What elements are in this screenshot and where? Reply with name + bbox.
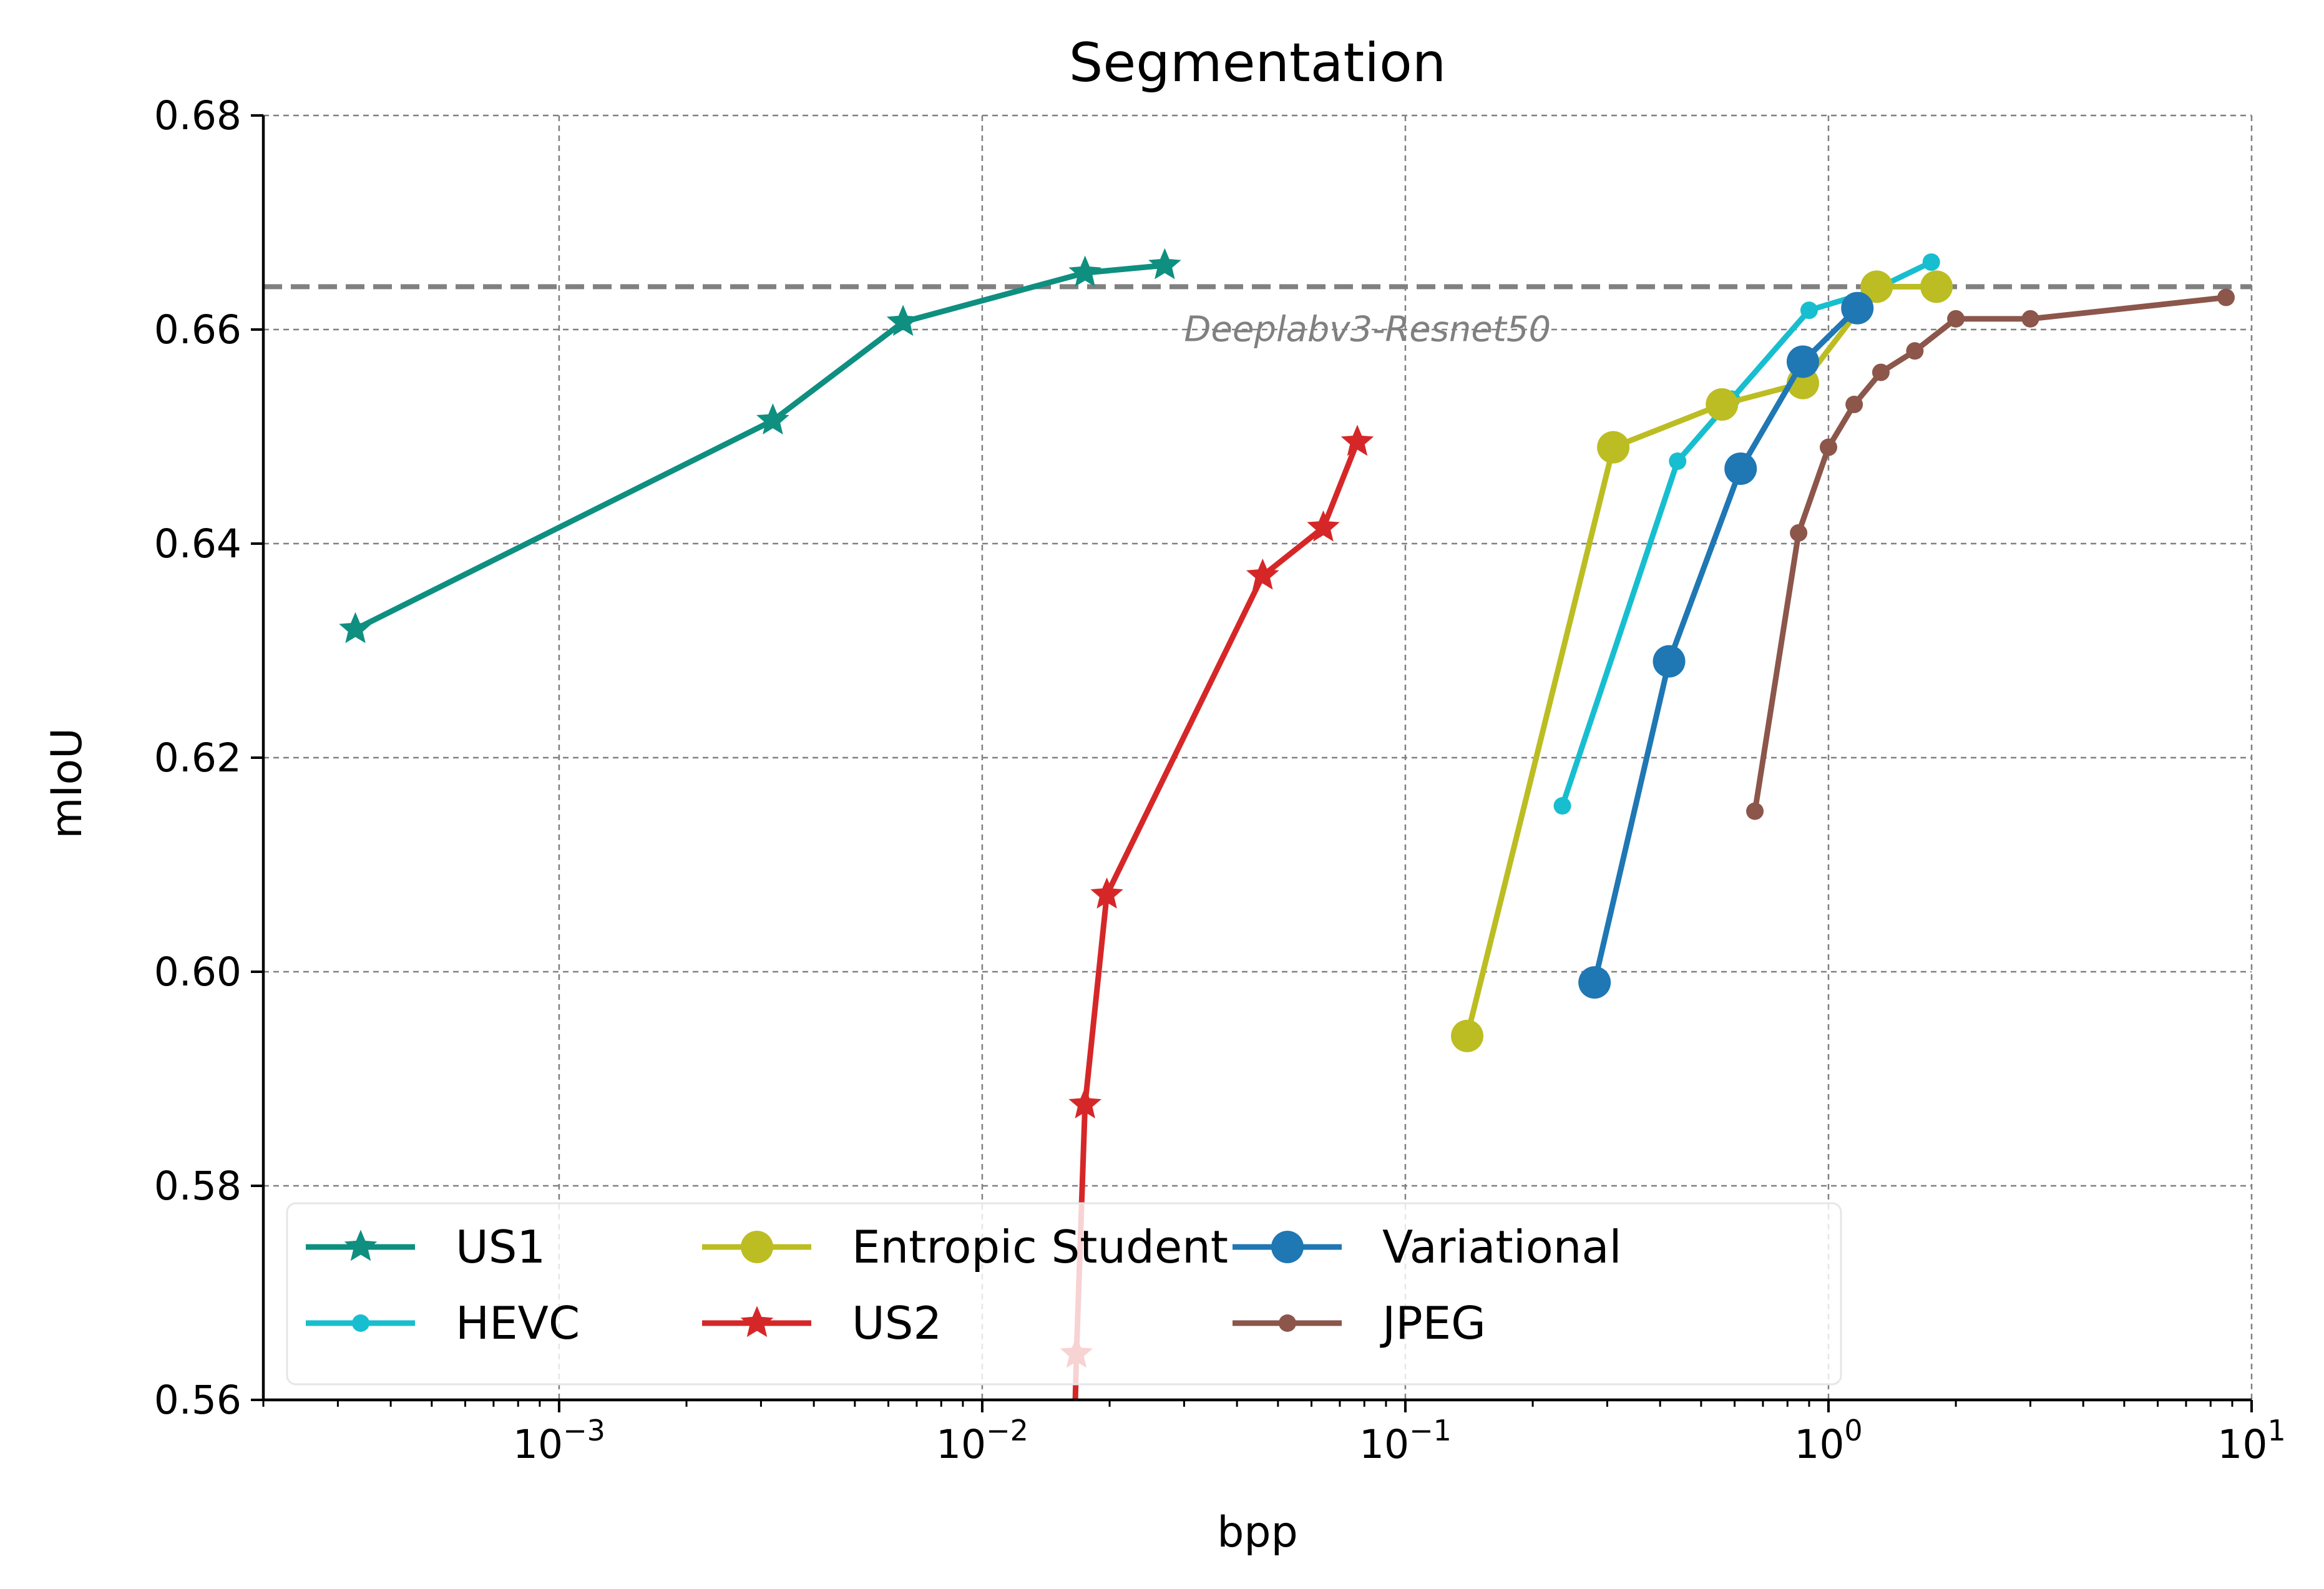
data-point (2021, 310, 2039, 328)
series-line (1560, 259, 1935, 809)
x-tick-label: 10−3 (513, 1414, 605, 1467)
legend-label: US2 (852, 1297, 942, 1349)
x-tick-label: 101 (2217, 1414, 2285, 1467)
legend-entry: JPEG (1233, 1297, 1486, 1349)
series-variational (1578, 291, 1874, 999)
x-tick-label: 100 (1794, 1414, 1862, 1467)
data-point (1060, 1427, 1090, 1455)
x-tick-label: 10−2 (936, 1414, 1028, 1467)
y-tick-label: 0.64 (154, 521, 242, 567)
legend-entry: Entropic Student (702, 1221, 1228, 1273)
legend-entry: HEVC (306, 1297, 580, 1349)
data-point (1307, 510, 1340, 542)
data-point (1340, 424, 1374, 456)
data-point (1947, 310, 1965, 328)
data-point (1724, 452, 1757, 485)
data-point (1090, 877, 1123, 909)
legend: US1 HEVC Entropic Student US2 Variational JPE… (286, 1202, 1842, 1386)
data-point (756, 403, 789, 435)
x-axis-label: bpp (1217, 1508, 1298, 1557)
data-point (741, 1231, 773, 1263)
y-axis-label: mIoU (42, 728, 92, 839)
series-us1 (339, 248, 1181, 643)
data-point (1800, 301, 1818, 320)
series-line (1752, 295, 2229, 814)
data-point (1553, 797, 1571, 815)
series-line (1464, 283, 1940, 1039)
data-point (1819, 438, 1837, 456)
data-point (1706, 388, 1739, 421)
y-tick-label: 0.56 (154, 1377, 242, 1423)
x-tick-label: 10−1 (1359, 1414, 1452, 1467)
data-point (339, 612, 372, 643)
data-point (1920, 270, 1953, 303)
data-point (1669, 452, 1687, 470)
y-tick-label: 0.62 (154, 735, 242, 781)
data-point (1860, 270, 1893, 303)
axes: 10−3 10−2 10−1 100 101 0.56 0.58 0.60 0.62 0.64 0.… (154, 93, 2286, 1467)
data-point (1068, 255, 1101, 287)
data-point (352, 1314, 369, 1332)
data-point (1597, 431, 1630, 464)
series-line (353, 262, 1168, 632)
legend-frame (286, 1202, 1842, 1386)
reference-line-group: Deeplabv3-Resnet50 (263, 284, 2252, 350)
data-point (1922, 253, 1940, 271)
data-point (1068, 1087, 1101, 1119)
data-point (2217, 288, 2235, 306)
series-entropic-student (1451, 270, 1953, 1052)
legend-label: JPEG (1380, 1297, 1486, 1349)
data-point (1279, 1314, 1296, 1332)
data-point (1786, 345, 1819, 378)
data-point (1841, 291, 1874, 325)
y-tick-label: 0.58 (154, 1163, 242, 1209)
data-point (1872, 363, 1890, 381)
data-point (344, 1230, 378, 1261)
series-hevc (1553, 253, 1940, 815)
legend-entry: US1 (306, 1221, 545, 1273)
data-point (740, 1306, 774, 1337)
data-point (1653, 645, 1686, 678)
legend-entry: US2 (702, 1297, 942, 1349)
data-point (1746, 802, 1764, 820)
chart-title: Segmentation (1069, 32, 1446, 94)
y-tick-label: 0.68 (154, 93, 242, 139)
legend-label: Variational (1382, 1221, 1622, 1273)
series-jpeg (1746, 288, 2235, 820)
data-point (1906, 342, 1924, 360)
legend-label: Entropic Student (852, 1221, 1228, 1273)
data-point (1790, 524, 1808, 542)
data-point (886, 305, 920, 336)
legend-label: HEVC (456, 1297, 580, 1349)
data-point (1148, 248, 1181, 280)
data-point (1578, 966, 1611, 999)
legend-entry: Variational (1233, 1221, 1622, 1273)
data-point (1246, 558, 1279, 590)
legend-label: US1 (456, 1221, 545, 1273)
reference-line-label: Deeplabv3-Resnet50 (1184, 309, 1551, 350)
data-point (1451, 1019, 1484, 1052)
data-point (1845, 396, 1863, 414)
y-tick-label: 0.66 (154, 307, 242, 353)
data-point (1271, 1231, 1304, 1263)
y-tick-label: 0.60 (154, 949, 242, 995)
